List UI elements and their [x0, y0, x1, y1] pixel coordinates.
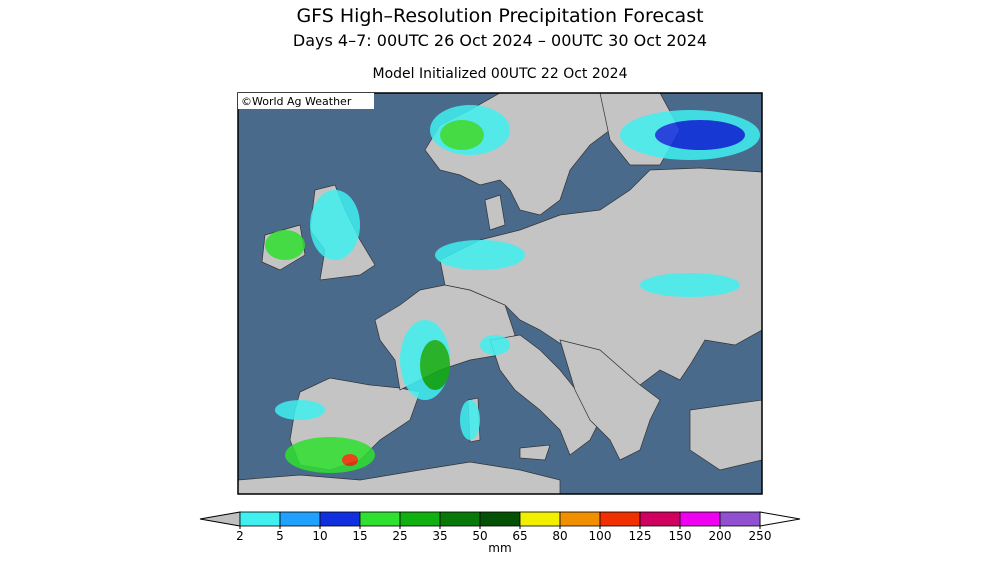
swatch	[359, 511, 401, 527]
unit-label: mm	[488, 541, 511, 555]
tick-label: 80	[552, 529, 567, 543]
tick-label: 50	[472, 529, 487, 543]
tick-label: 125	[629, 529, 652, 543]
below-swatch	[199, 511, 241, 527]
swatch	[719, 511, 761, 527]
swatch	[679, 511, 721, 527]
title: GFS High–Resolution Precipitation Foreca…	[296, 5, 703, 27]
tick-label: 5	[276, 529, 284, 543]
subtitle: Days 4–7: 00UTC 26 Oct 2024 – 00UTC 30 O…	[293, 31, 707, 50]
swatch	[479, 511, 521, 527]
swatch	[639, 511, 681, 527]
precipitation	[265, 105, 760, 473]
init-time: Model Initialized 00UTC 22 Oct 2024	[373, 66, 628, 82]
above-swatch	[759, 511, 801, 527]
swatch	[599, 511, 641, 527]
tick-label: 2	[236, 529, 244, 543]
tick-label: 25	[392, 529, 407, 543]
swatch	[519, 511, 561, 527]
tick-label: 250	[749, 529, 772, 543]
credit: ©World Ag Weather	[241, 95, 352, 108]
swatch	[439, 511, 481, 527]
tick-label: 100	[589, 529, 612, 543]
map: ©World Ag Weather	[237, 92, 763, 495]
tick-label: 10	[312, 529, 327, 543]
tick-label: 200	[709, 529, 732, 543]
tick-label: 150	[669, 529, 692, 543]
swatch	[239, 511, 281, 527]
swatch	[279, 511, 321, 527]
map-frame	[237, 92, 763, 495]
swatch	[319, 511, 361, 527]
swatch	[559, 511, 601, 527]
credit-box	[238, 93, 374, 109]
tick-label: 65	[512, 529, 527, 543]
tick-label: 35	[432, 529, 447, 543]
tick-label: 15	[352, 529, 367, 543]
swatch	[399, 511, 441, 527]
